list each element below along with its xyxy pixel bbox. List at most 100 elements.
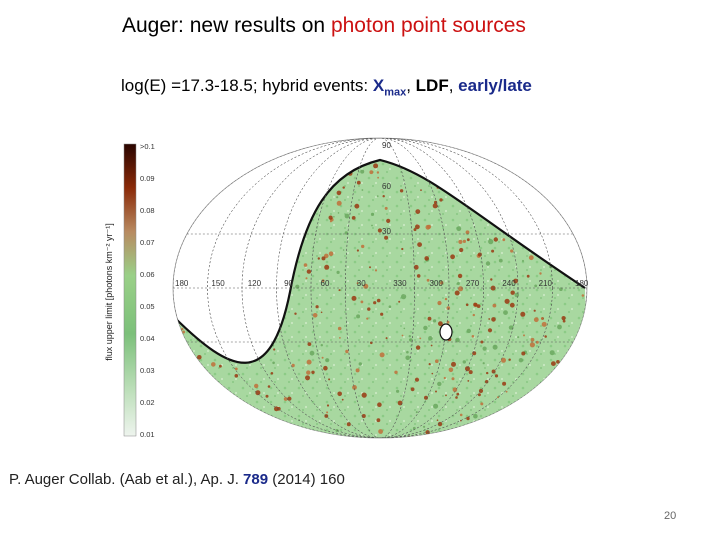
ldf-label: LDF (415, 76, 449, 95)
hotspot (557, 324, 562, 330)
longitude-label: 180 (575, 279, 589, 288)
hotspot (376, 418, 381, 423)
hotspot (351, 295, 357, 301)
hotspot (498, 258, 503, 263)
hotspot (344, 213, 350, 219)
hotspot (276, 406, 281, 411)
citation-prefix: P. Auger Collab. (Aab et al.), Ap. J. (9, 471, 244, 488)
hotspot (556, 360, 560, 364)
longitude-label: 30 (357, 279, 366, 288)
hotspot (376, 298, 381, 303)
hotspot (455, 396, 458, 399)
hotspot (321, 256, 326, 261)
hotspot (294, 312, 297, 315)
hotspot (336, 190, 342, 196)
hotspot (219, 364, 222, 368)
hotspot (356, 180, 361, 185)
hotspot (234, 374, 239, 378)
hotspot (427, 224, 432, 229)
colorbar-tick-label: 0.04 (140, 334, 155, 343)
latitude-label: 90 (382, 141, 391, 150)
citation-volume: 789 (243, 471, 269, 488)
hotspot (360, 300, 364, 304)
hotspot (533, 309, 536, 312)
hotspot (544, 335, 547, 338)
hotspot (352, 385, 357, 390)
hotspot (444, 297, 448, 301)
longitude-label: 150 (211, 279, 225, 288)
hotspot (409, 338, 412, 341)
hotspot (413, 264, 419, 270)
hotspot (445, 394, 447, 397)
hotspot (369, 170, 374, 175)
hotspot (508, 325, 514, 330)
hotspot (521, 351, 526, 356)
hotspot (473, 302, 478, 307)
hotspot (510, 290, 515, 295)
hotspot (415, 209, 421, 214)
page-number: 20 (664, 510, 677, 522)
longitude-labels: 180 150 120 90 60 30 330 300 270 240 210 180 (175, 279, 589, 288)
hotspot (485, 261, 491, 266)
hotspot (342, 186, 345, 189)
longitude-label: 60 (321, 279, 330, 288)
hotspot (478, 388, 484, 393)
hotspot (466, 416, 470, 421)
hotspot (435, 390, 437, 393)
hotspot (382, 195, 385, 198)
hotspot (307, 342, 312, 346)
latitude-labels: 90 60 30 (382, 141, 391, 236)
colorbar-tick-label: 0.03 (140, 366, 155, 375)
citation-suffix: (2014) 160 (268, 471, 345, 488)
hotspot (396, 389, 400, 393)
hotspot (504, 298, 510, 304)
hotspot (530, 337, 535, 342)
hotspot (428, 336, 433, 341)
sky-map-figure: >0.1 0.09 0.08 0.07 0.06 0.05 0.04 0.03 0.02 0.01… (100, 132, 615, 444)
hotspot (482, 346, 487, 351)
longitude-label: 270 (466, 279, 480, 288)
hotspot (452, 387, 458, 392)
hotspot (354, 203, 360, 209)
hotspot (401, 334, 404, 337)
hotspot (523, 334, 525, 337)
hotspot (417, 242, 422, 247)
hotspot (486, 371, 489, 375)
hotspot (355, 368, 360, 373)
hotspot (561, 316, 566, 321)
hotspot (321, 356, 324, 359)
hotspot (338, 289, 341, 292)
hotspot (456, 226, 462, 232)
hotspot (482, 362, 485, 365)
hotspot (419, 337, 422, 340)
colorbar-tick-label: 0.02 (140, 398, 155, 407)
hotspot (370, 212, 375, 216)
hotspot (502, 381, 507, 386)
hotspot (476, 304, 481, 308)
hotspot (424, 395, 428, 400)
hotspot (505, 390, 508, 393)
latitude-label: 30 (382, 227, 391, 236)
hotspot (465, 303, 469, 307)
hotspot (394, 370, 398, 374)
hotspot (386, 218, 391, 223)
hotspot (406, 350, 409, 354)
hotspot (450, 254, 455, 260)
hotspot (413, 228, 417, 232)
hotspot (341, 398, 344, 401)
hotspot (518, 358, 524, 363)
hotspot (549, 350, 555, 356)
hotspot (361, 189, 364, 191)
hotspot (427, 316, 432, 321)
hotspot (467, 380, 470, 382)
hotspot (326, 411, 329, 414)
colorbar-tick-label: >0.1 (140, 142, 155, 151)
hotspot (377, 402, 382, 408)
hotspot (432, 280, 435, 283)
hotspot (533, 317, 539, 323)
hotspot (465, 230, 470, 235)
hotspot (371, 224, 373, 227)
hotspot (503, 310, 508, 315)
hotspot (426, 278, 430, 282)
hotspot (490, 278, 493, 281)
